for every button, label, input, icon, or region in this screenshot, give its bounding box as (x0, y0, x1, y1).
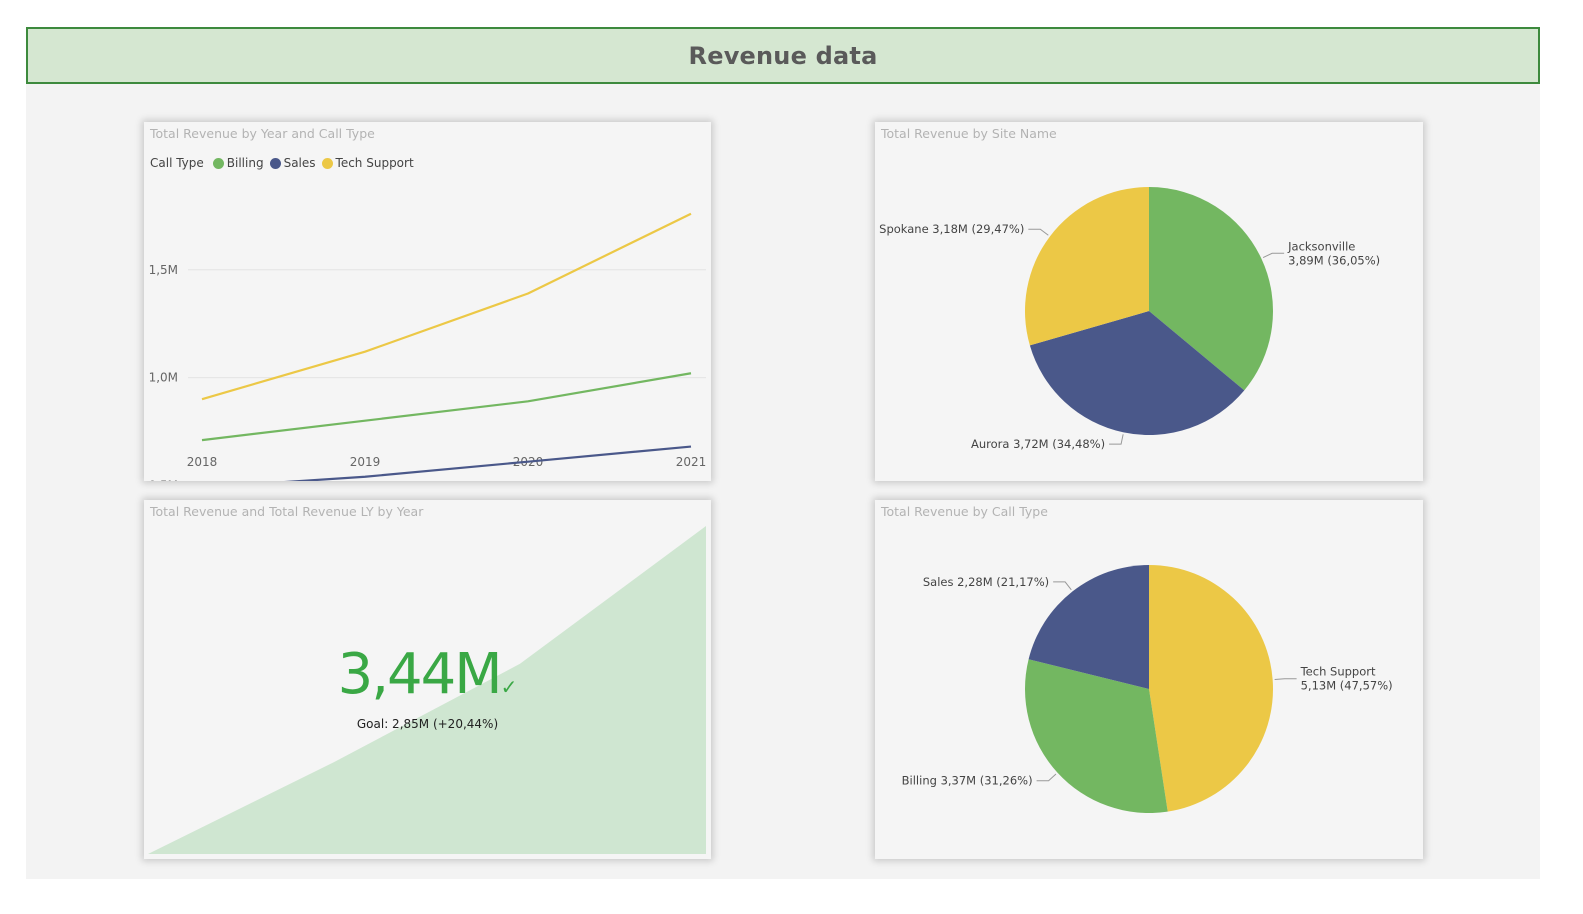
y-tick-label: 0,5M (149, 478, 178, 481)
x-tick-label: 2021 (676, 455, 707, 469)
kpi-card[interactable]: Total Revenue and Total Revenue LY by Ye… (144, 500, 711, 859)
legend-item-tech-support[interactable]: Tech Support (321, 156, 414, 170)
legend-title: Call Type (150, 156, 204, 170)
site-pie-title: Total Revenue by Site Name (881, 126, 1057, 141)
call-type-pie-card[interactable]: Total Revenue by Call Type Tech Support 5… (875, 500, 1423, 859)
leader-line (1036, 773, 1057, 782)
page-title: Revenue data (688, 41, 878, 70)
pie-slice-tech-support[interactable] (1149, 565, 1273, 812)
leader-line (1028, 228, 1049, 236)
pie-label-value: 5,13M (47,57%) (1301, 679, 1393, 693)
legend-dot-tech-support (321, 157, 333, 169)
series-line-billing[interactable] (201, 372, 692, 442)
y-tick-label: 1,5M (149, 263, 178, 277)
pie-slice-billing[interactable] (1025, 659, 1168, 813)
call-type-pie-title: Total Revenue by Call Type (881, 504, 1048, 519)
site-pie-card[interactable]: Total Revenue by Site Name Jacksonville 3… (875, 122, 1423, 481)
kpi-area-shape (148, 526, 706, 854)
pie-label-name: Tech Support (1300, 665, 1376, 679)
series-line-tech-support[interactable] (201, 212, 692, 401)
line-chart-card[interactable]: Total Revenue by Year and Call Type Call… (144, 122, 711, 481)
legend-label-billing: Billing (226, 156, 264, 170)
legend-dot-billing (212, 157, 224, 169)
pie-label: Aurora 3,72M (34,48%) (971, 437, 1105, 451)
leader-line (1109, 434, 1124, 445)
kpi-goal: Goal: 2,85M (+20,44%) (356, 717, 499, 731)
legend-item-billing[interactable]: Billing (212, 156, 264, 170)
legend-dot-sales (269, 157, 281, 169)
x-tick-label: 2019 (350, 455, 381, 469)
leader-line (1053, 581, 1072, 591)
kpi-trend-area (148, 526, 706, 854)
line-chart-title: Total Revenue by Year and Call Type (150, 126, 375, 141)
pie-slice-jacksonville[interactable] (1149, 187, 1273, 391)
report-header: Revenue data (26, 27, 1540, 84)
legend-item-sales[interactable]: Sales (269, 156, 316, 170)
pie-label-name: Jacksonville (1287, 239, 1355, 253)
leader-line (1274, 678, 1297, 680)
pie-slice-spokane[interactable] (1025, 187, 1149, 346)
line-chart-legend: Call Type Billing Sales Tech Support (150, 156, 420, 170)
kpi-title: Total Revenue and Total Revenue LY by Ye… (150, 504, 424, 519)
legend-label-tech-support: Tech Support (335, 156, 414, 170)
series-line-sales[interactable] (202, 445, 692, 481)
check-icon: ✓ (500, 675, 518, 699)
pie-slice-sales[interactable] (1028, 565, 1149, 689)
x-tick-label: 2018 (187, 455, 218, 469)
pie-label: Billing 3,37M (31,26%) (902, 774, 1033, 788)
pie-label: Spokane 3,18M (29,47%) (879, 222, 1024, 236)
pie-slice-aurora[interactable] (1029, 311, 1245, 436)
pie-label-value: 3,89M (36,05%) (1288, 253, 1380, 267)
kpi-value: 3,44M✓ (144, 640, 711, 710)
pie-label: Sales 2,28M (21,17%) (923, 575, 1049, 589)
y-tick-label: 1,0M (149, 371, 178, 385)
leader-line (1262, 252, 1285, 258)
kpi-value-text: 3,44M (337, 642, 503, 707)
legend-label-sales: Sales (283, 156, 316, 170)
